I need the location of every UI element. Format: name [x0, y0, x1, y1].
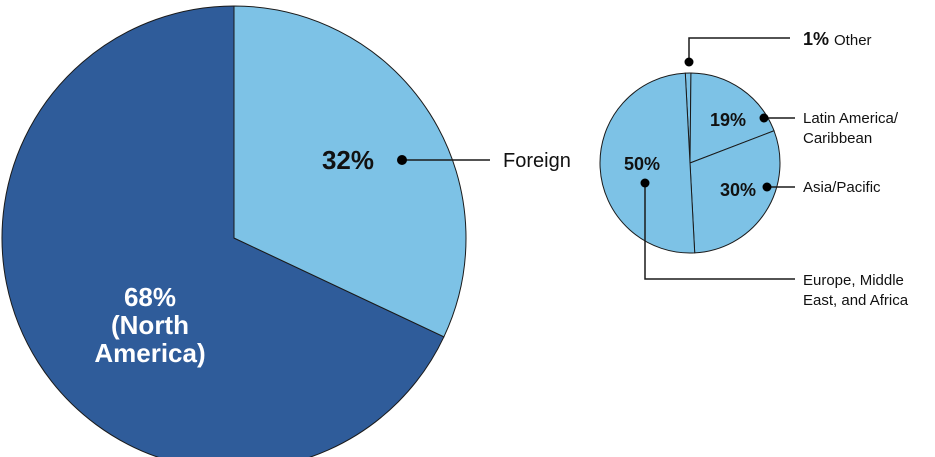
- other-leader-dot: [684, 57, 694, 67]
- foreign-leader-dot: [397, 155, 407, 165]
- latam-leader-dot: [759, 113, 769, 123]
- label-north-america-pct: 68%: [124, 282, 176, 312]
- label-other: 1% Other: [803, 29, 872, 49]
- emea-leader-line: [644, 183, 795, 280]
- label-apac: Asia/Pacific: [803, 179, 881, 196]
- other-leader-line: [688, 37, 790, 62]
- label-emea-line2: East, and Africa: [803, 292, 909, 309]
- foreign-callout: Foreign: [503, 150, 571, 172]
- slice-north-america: [1, 5, 445, 457]
- slice-europe-middle-east-africa: [599, 72, 696, 254]
- label-latam-line2: Caribbean: [803, 130, 872, 147]
- label-latam-pct: 19%: [710, 110, 746, 130]
- apac-leader-dot: [762, 182, 772, 192]
- emea-leader-dot: [640, 178, 650, 188]
- slice-asia-pacific: [689, 130, 781, 254]
- slice-foreign: [233, 5, 467, 338]
- label-north-america-line2: (North: [111, 310, 189, 340]
- label-foreign-pct: 32%: [322, 145, 374, 175]
- slice-latin-america-caribbean: [689, 72, 775, 164]
- label-apac-pct: 30%: [720, 180, 756, 200]
- label-emea-line1: Europe, Middle: [803, 272, 904, 289]
- label-north-america-line3: America): [94, 338, 205, 368]
- label-latam-line1: Latin America/: [803, 110, 899, 127]
- label-emea-pct: 50%: [624, 154, 660, 174]
